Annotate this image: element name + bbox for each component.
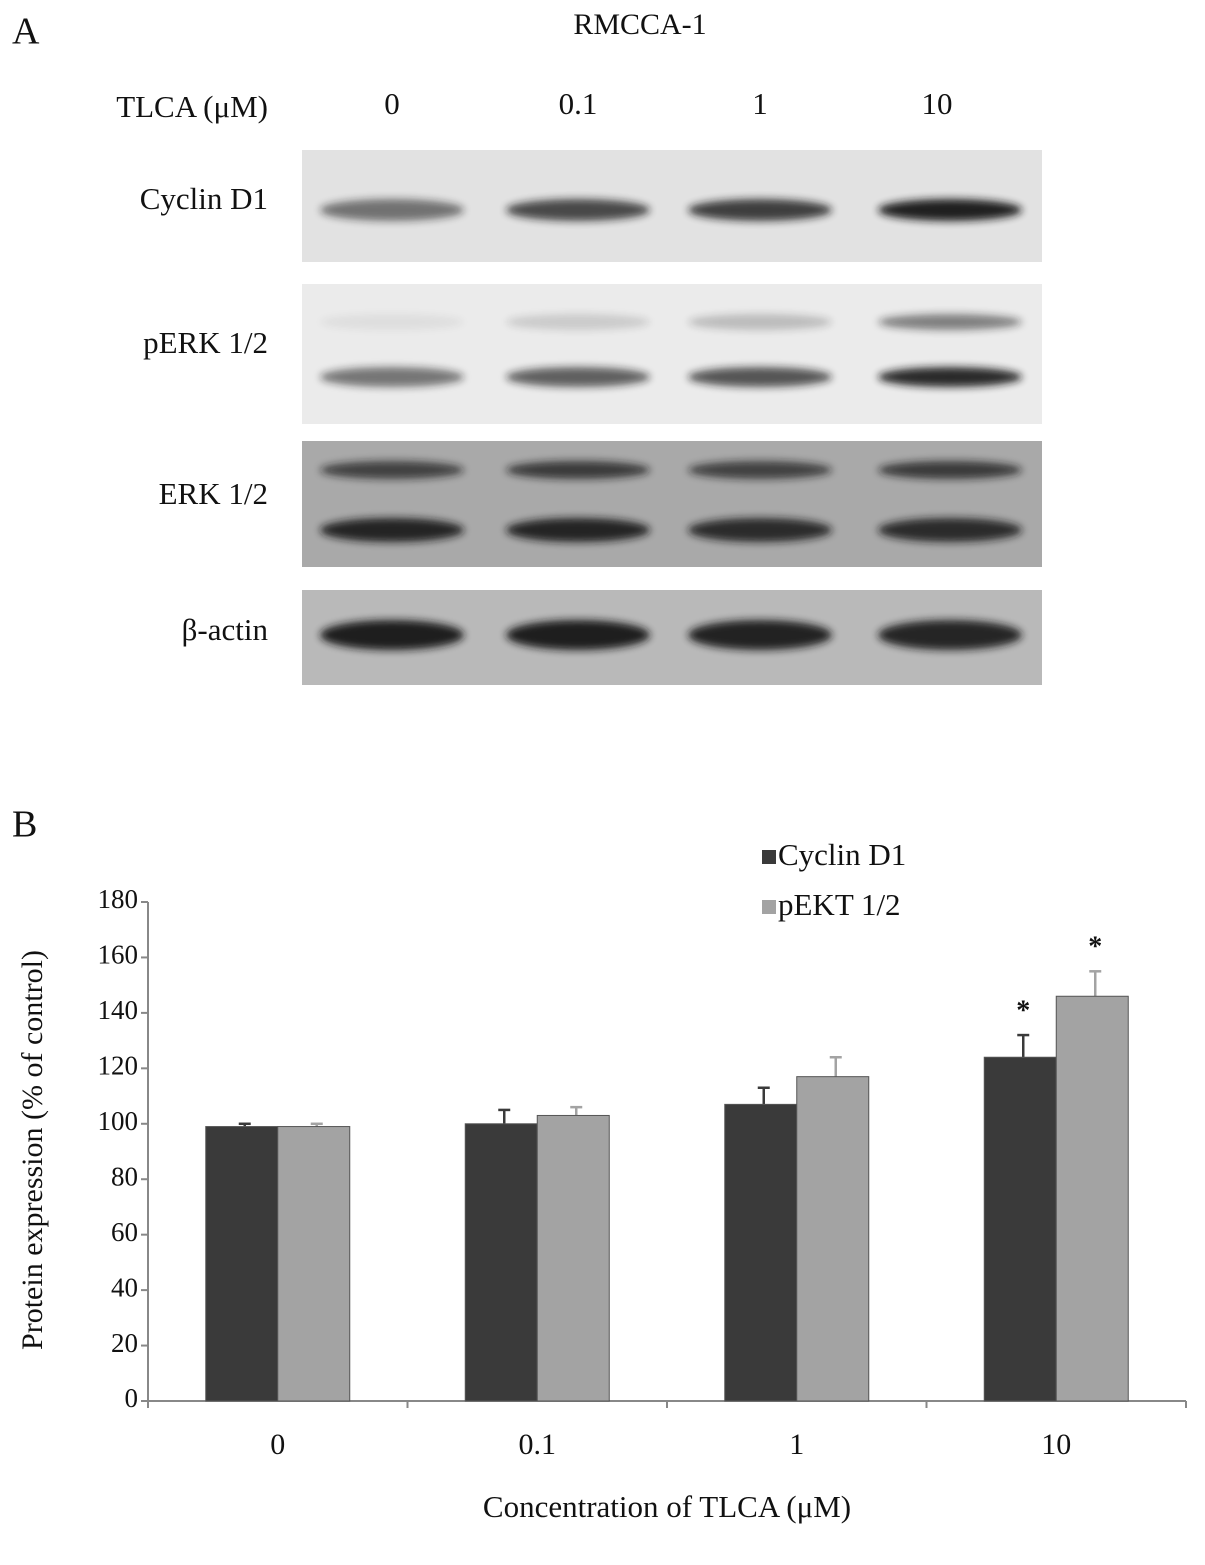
blot-label: pERK 1/2	[143, 325, 268, 360]
bar	[1055, 995, 1129, 1402]
blot-band	[506, 461, 650, 479]
y-tick-label: 100	[98, 1106, 139, 1136]
blot-band	[878, 518, 1022, 542]
blot-band	[878, 620, 1022, 650]
legend-label: Cyclin D1	[778, 837, 906, 872]
x-tick-label: 0	[270, 1428, 285, 1461]
blot-band	[878, 314, 1022, 330]
blot-label: β-actin	[182, 612, 269, 647]
blot-band	[506, 620, 650, 650]
cell-line-title: RMCCA-1	[573, 8, 706, 41]
blot-band	[688, 199, 832, 221]
blot-band	[320, 199, 464, 221]
panel-label: A	[12, 11, 40, 53]
blot-band	[688, 461, 832, 479]
blot-band	[878, 461, 1022, 479]
dose-label: 1	[752, 86, 768, 121]
panel-label: B	[12, 804, 37, 846]
legend-swatch	[762, 850, 776, 864]
y-tick-label: 160	[98, 940, 139, 970]
blot-band	[878, 199, 1022, 221]
blot-band	[320, 367, 464, 387]
bar	[277, 1126, 351, 1402]
x-tick-label: 10	[1041, 1428, 1071, 1461]
y-tick-label: 180	[98, 884, 139, 914]
x-tick-label: 0.1	[519, 1428, 557, 1461]
dose-label: 10	[922, 86, 953, 121]
bar	[205, 1126, 279, 1402]
legend-swatch	[762, 900, 776, 914]
blot-band	[506, 314, 650, 330]
blot-band	[506, 367, 650, 387]
y-tick-label: 20	[111, 1328, 138, 1358]
blot-band	[878, 367, 1022, 387]
blot-band	[320, 314, 464, 330]
dose-label: 0.1	[559, 86, 598, 121]
blot-label: ERK 1/2	[159, 476, 268, 511]
blot-band	[320, 518, 464, 542]
blot-band	[688, 367, 832, 387]
y-tick-label: 60	[111, 1217, 138, 1247]
blot-band	[688, 620, 832, 650]
significance-mark: *	[1016, 995, 1030, 1026]
treatment-label: TLCA (μM)	[116, 89, 268, 124]
blot-strip	[302, 284, 1042, 424]
blot-strip	[302, 441, 1042, 567]
y-tick-label: 140	[98, 995, 139, 1025]
dose-label: 0	[384, 86, 400, 121]
blot-band	[688, 314, 832, 330]
bar	[983, 1056, 1057, 1402]
blot-band	[506, 199, 650, 221]
blot-band	[320, 461, 464, 479]
y-tick-label: 40	[111, 1272, 138, 1302]
y-axis-label: Protein expression (% of control)	[16, 950, 49, 1350]
legend-label: pEKT 1/2	[778, 887, 901, 922]
x-tick-label: 1	[789, 1428, 804, 1461]
bar	[536, 1114, 610, 1402]
y-tick-label: 0	[125, 1383, 139, 1413]
blot-label: Cyclin D1	[140, 181, 268, 216]
significance-mark: *	[1088, 932, 1102, 963]
bar	[724, 1103, 798, 1402]
blot-band	[506, 518, 650, 542]
bar-chart: 0 20 40 60 80 100 120 140 160 180 0 0.1 1 10 * * Cyclin …	[98, 837, 1187, 1461]
bar	[796, 1076, 870, 1402]
blot-band	[688, 518, 832, 542]
y-tick-label: 120	[98, 1051, 139, 1081]
y-tick-label: 80	[111, 1161, 138, 1191]
blot-band	[320, 620, 464, 650]
blot-bands	[320, 199, 1022, 650]
bar	[464, 1123, 538, 1402]
x-axis-label: Concentration of TLCA (μM)	[483, 1489, 851, 1524]
